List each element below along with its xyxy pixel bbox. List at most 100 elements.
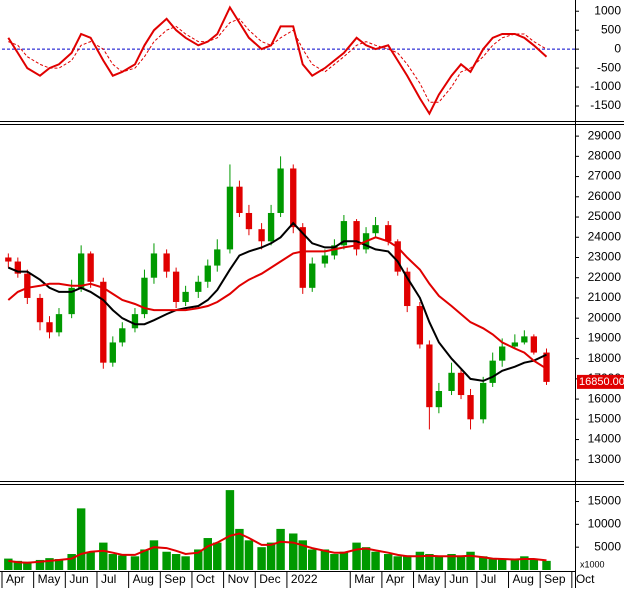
candle-body [100,281,107,363]
bar [402,555,412,570]
marks [2,5,575,570]
x-tick-label: Nov [228,572,249,586]
y-tick-label: 15000 [588,494,622,508]
candle-body [277,168,284,213]
candle-body [46,322,53,333]
bar [235,528,244,570]
bar [478,556,488,570]
bar [108,554,118,570]
unit-label: x1000 [580,559,605,569]
candle-body [77,253,85,288]
candle-body [68,287,75,315]
bar [520,556,529,570]
bar [181,556,190,570]
y-tick-label: 22000 [588,270,622,284]
y-tick-label: 26000 [588,189,622,203]
y-tick-label: 14000 [588,432,622,446]
bar [393,556,402,570]
bar [289,533,298,570]
bar [54,559,64,570]
x-tick-label: Sep [164,572,186,586]
candle-body [36,297,44,323]
line-series [7,236,548,370]
bar [308,549,317,570]
candle-body [435,390,443,408]
y-tick-label: 13000 [588,452,622,466]
bar [67,554,76,570]
bar [194,549,203,570]
bar [425,554,434,570]
bar [415,551,425,570]
candle-body [267,212,275,242]
candle-body [204,265,211,282]
candle-body [340,221,348,246]
x-tick-label: Jun [69,572,88,586]
candle-body [404,271,411,307]
x-tick-label: Dec [259,572,280,586]
bar [339,551,349,570]
x-tick-label: May [418,572,441,586]
bar [352,542,361,570]
x-tick-label: Mar [354,572,375,586]
bar [361,547,371,570]
bar [371,551,380,570]
line-series [8,532,547,564]
bar [330,554,339,570]
bar [4,558,13,570]
bar [130,556,140,570]
bar [542,560,551,570]
bar [203,538,212,570]
y-tick-label: 0 [614,41,621,55]
candle-body [416,306,424,345]
bar [266,542,276,570]
candle-body [511,342,519,347]
x-tick-label: Oct [576,572,595,586]
candle-body [258,229,265,242]
candle-body [394,241,401,272]
y-tick-label: 16000 [588,391,622,405]
bar [466,551,475,570]
candle-body [55,314,63,333]
x-tick-label: Sep [544,572,566,586]
price-tag-box [577,374,624,389]
bar [118,555,127,570]
bar [488,558,497,570]
y-tick-label: 500 [601,22,621,36]
candle-body [131,314,139,329]
candle-body [182,291,189,302]
bar [529,558,539,570]
y-tick-label: 19000 [588,331,622,345]
line-series [8,18,547,103]
line-series [7,221,547,382]
candle-body [14,261,21,274]
bar [13,560,23,570]
bar [86,551,95,570]
bar [320,549,330,570]
y-tick-label: 21000 [588,290,622,304]
x-tick-label: Oct [196,572,215,586]
y-tick-label: 27000 [588,169,622,183]
candle-body [87,253,94,282]
bar [257,547,266,570]
line-series [7,5,548,116]
candle-body [141,277,148,315]
y-tick-label: 23000 [588,250,622,264]
y-tick-label: -1000 [590,79,621,93]
candle-body [499,346,506,361]
candle-body [530,336,538,353]
y-tick-label: 29000 [588,128,622,142]
x-tick-label: 2022 [291,572,318,586]
bar [298,540,307,570]
candle-body [521,336,528,343]
candle-body [543,352,550,382]
candle-body [150,253,158,278]
bar [384,554,393,570]
candle-body [353,221,360,250]
candle-body [172,271,180,302]
candle-body [457,372,465,396]
x-tick-label: May [38,572,61,586]
candle-body [426,344,433,408]
bar [140,549,149,570]
y-tick-label: 25000 [588,209,622,223]
